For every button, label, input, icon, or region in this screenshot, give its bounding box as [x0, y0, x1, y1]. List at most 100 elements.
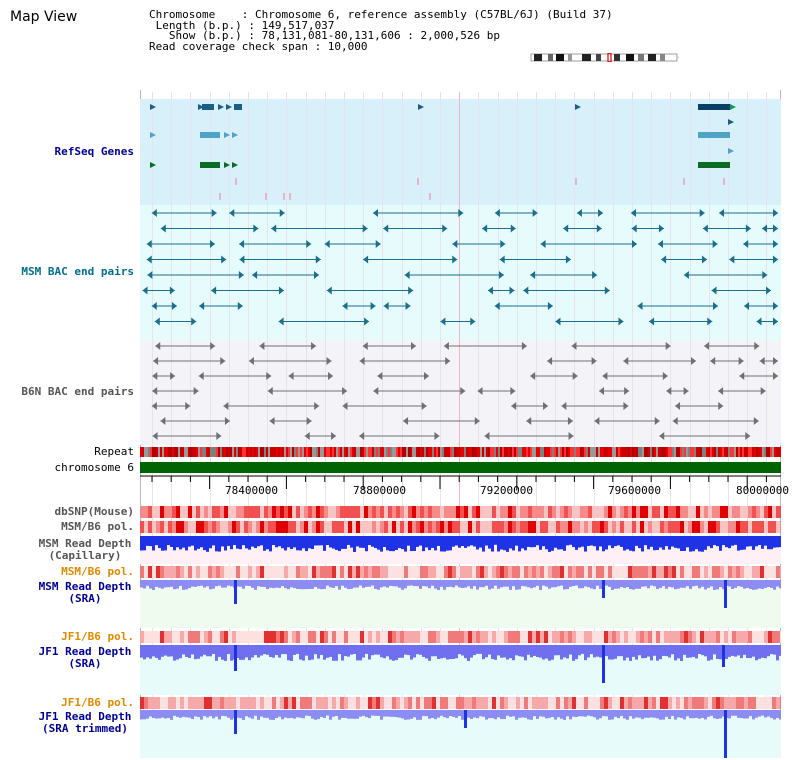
jf1-trimmed-depth-track[interactable] — [140, 710, 781, 758]
bac-end-pair[interactable] — [526, 417, 573, 425]
bac-end-pair[interactable] — [146, 255, 227, 264]
bac-end-pair[interactable] — [152, 372, 176, 380]
bac-end-pair[interactable] — [523, 286, 610, 295]
bac-end-pair[interactable] — [326, 286, 414, 295]
bac-end-pair[interactable] — [151, 209, 217, 217]
bac-end-pair[interactable] — [377, 372, 429, 380]
bac-end-pair[interactable] — [151, 402, 191, 410]
jf1-b6-pol2-heat-track[interactable] — [140, 697, 781, 709]
bac-end-pair[interactable] — [672, 417, 759, 425]
bac-end-pair[interactable] — [762, 224, 778, 233]
bac-end-pair[interactable] — [598, 387, 630, 395]
bac-end-pair[interactable] — [153, 357, 226, 365]
bac-end-pair[interactable] — [710, 357, 744, 365]
bac-end-pair[interactable] — [383, 224, 448, 233]
bac-end-pair[interactable] — [440, 317, 476, 326]
bac-end-pair[interactable] — [443, 342, 527, 350]
bac-end-pair[interactable] — [342, 402, 427, 410]
bac-end-pair[interactable] — [342, 302, 376, 310]
bac-end-pair[interactable] — [452, 240, 506, 248]
bac-end-pair[interactable] — [152, 387, 199, 395]
bac-end-pair[interactable] — [563, 224, 602, 233]
repeat-track[interactable] — [140, 447, 781, 457]
bac-end-pair[interactable] — [198, 372, 272, 380]
bac-end-pair[interactable] — [637, 302, 719, 310]
bac-end-pair[interactable] — [160, 224, 259, 233]
bac-end-pair[interactable] — [499, 255, 571, 264]
bac-end-pair[interactable] — [373, 209, 464, 217]
bac-end-pair[interactable] — [363, 255, 458, 264]
bac-end-pair[interactable] — [404, 271, 504, 279]
bac-end-pair[interactable] — [530, 271, 598, 279]
bac-end-pair[interactable] — [594, 417, 660, 425]
bac-end-pair[interactable] — [743, 240, 778, 248]
bac-end-pair[interactable] — [484, 432, 574, 440]
bac-end-pair[interactable] — [666, 387, 689, 395]
bac-end-pair[interactable] — [147, 271, 244, 279]
bac-end-pair[interactable] — [278, 317, 370, 326]
bac-end-pair[interactable] — [661, 255, 707, 264]
bac-end-pair[interactable] — [252, 271, 319, 279]
bac-end-pair[interactable] — [631, 224, 664, 233]
bac-end-pair[interactable] — [487, 286, 515, 295]
msm-b6-pol-heat-track[interactable] — [140, 521, 781, 533]
bac-end-pair[interactable] — [759, 357, 778, 365]
chromosome-ideogram[interactable] — [530, 53, 680, 62]
bac-end-pair[interactable] — [704, 342, 760, 350]
bac-end-pair[interactable] — [649, 317, 713, 326]
bac-end-pair[interactable] — [482, 224, 516, 233]
bac-end-pair[interactable] — [561, 402, 629, 410]
bac-end-pair[interactable] — [576, 209, 604, 217]
bac-end-pair[interactable] — [547, 357, 597, 365]
refseq-gene-track[interactable] — [140, 99, 781, 205]
bac-end-pair[interactable] — [530, 372, 578, 380]
bac-end-pair[interactable] — [239, 255, 321, 264]
bac-end-pair[interactable] — [229, 209, 285, 217]
bac-end-pair[interactable] — [477, 387, 516, 395]
msm-bac-track[interactable] — [140, 205, 781, 340]
jf1-b6-pol-heat-track[interactable] — [140, 631, 781, 643]
bac-end-pair[interactable] — [160, 417, 230, 425]
bac-end-pair[interactable] — [154, 317, 197, 326]
bac-end-pair[interactable] — [739, 372, 778, 380]
bac-end-pair[interactable] — [756, 317, 778, 326]
bac-end-pair[interactable] — [494, 302, 553, 310]
bac-end-pair[interactable] — [267, 387, 348, 395]
bac-end-pair[interactable] — [359, 357, 451, 365]
bac-end-pair[interactable] — [729, 255, 778, 264]
bac-end-pair[interactable] — [152, 432, 222, 440]
bac-end-pair[interactable] — [142, 286, 175, 295]
bac-end-pair[interactable] — [383, 302, 411, 310]
bac-end-pair[interactable] — [718, 387, 766, 395]
bac-end-pair[interactable] — [630, 209, 705, 217]
msm-capillary-depth-track[interactable] — [140, 536, 781, 564]
bac-end-pair[interactable] — [359, 432, 440, 440]
bac-end-pair[interactable] — [199, 302, 243, 310]
bac-end-pair[interactable] — [271, 224, 368, 233]
bac-end-pair[interactable] — [657, 240, 718, 248]
bac-end-pair[interactable] — [373, 387, 466, 395]
bac-end-pair[interactable] — [403, 417, 480, 425]
msm-b6-pol2-heat-track[interactable] — [140, 566, 781, 578]
bac-end-pair[interactable] — [719, 209, 778, 217]
bac-end-pair[interactable] — [239, 240, 312, 248]
bac-end-pair[interactable] — [571, 342, 671, 350]
bac-end-pair[interactable] — [259, 342, 317, 350]
bac-end-pair[interactable] — [540, 240, 637, 248]
bac-end-pair[interactable] — [744, 302, 778, 310]
bac-end-pair[interactable] — [211, 286, 284, 295]
msm-sra-depth-track[interactable] — [140, 580, 781, 628]
jf1-sra-depth-track[interactable] — [140, 645, 781, 695]
bac-end-pair[interactable] — [223, 402, 320, 410]
bac-end-pair[interactable] — [269, 417, 312, 425]
chromosome-bar[interactable] — [140, 462, 781, 473]
bac-end-pair[interactable] — [683, 271, 768, 279]
bac-end-pair[interactable] — [659, 432, 751, 440]
bac-end-pair[interactable] — [304, 432, 337, 440]
dbsnp-heat-track[interactable] — [140, 506, 781, 518]
bac-end-pair[interactable] — [511, 402, 549, 410]
bac-end-pair[interactable] — [623, 357, 696, 365]
bac-end-pair[interactable] — [494, 209, 538, 217]
bac-end-pair[interactable] — [602, 372, 668, 380]
b6n-bac-track[interactable] — [140, 340, 781, 445]
